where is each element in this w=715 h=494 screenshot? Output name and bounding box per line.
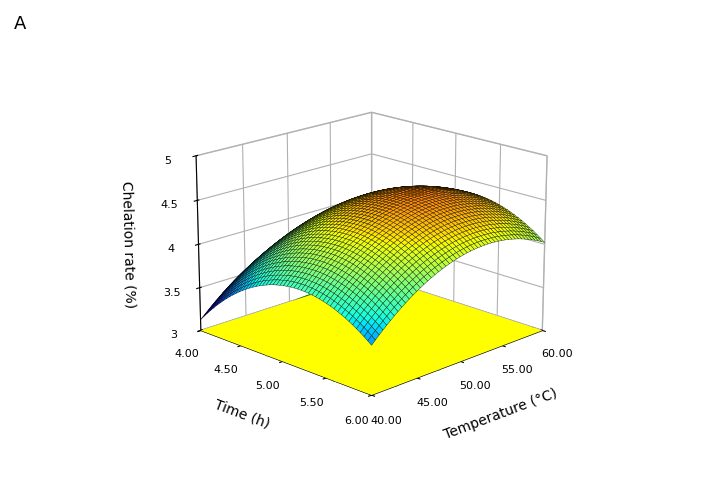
Text: A: A: [14, 15, 26, 33]
Y-axis label: Time (h): Time (h): [213, 398, 272, 431]
X-axis label: Temperature (°C): Temperature (°C): [442, 386, 559, 442]
